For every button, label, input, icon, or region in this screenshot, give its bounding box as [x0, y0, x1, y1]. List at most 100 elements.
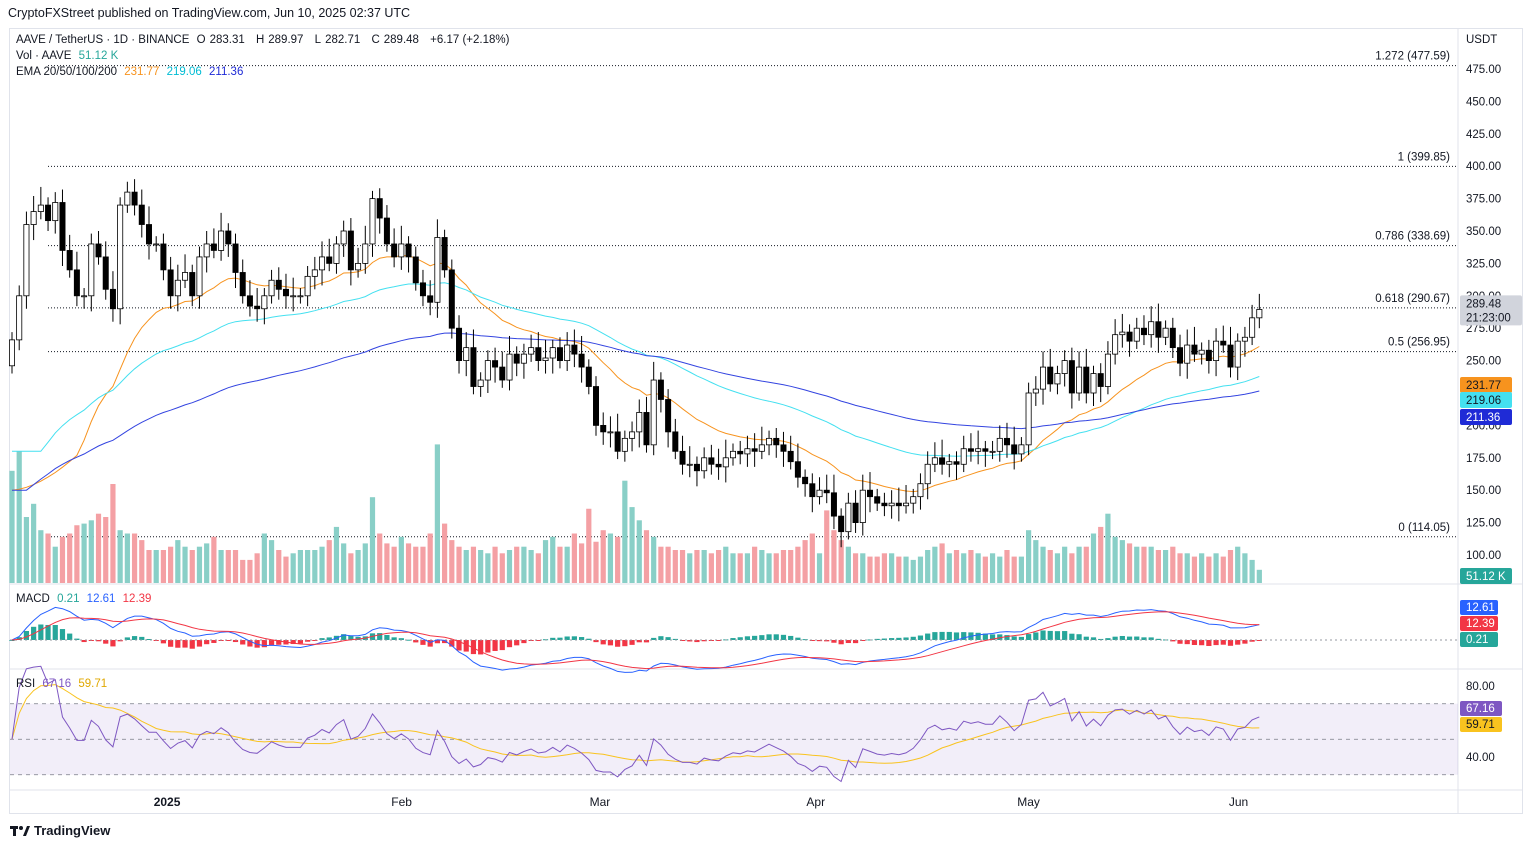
volume-bar [420, 546, 426, 583]
candle-body [946, 461, 953, 465]
volume-bar [867, 556, 873, 583]
candle-body [383, 217, 390, 245]
candle-body [931, 457, 938, 465]
volume-bar [874, 556, 880, 583]
candle-body [405, 243, 412, 258]
candle-body [1205, 349, 1212, 361]
candle-body [708, 457, 715, 465]
volume-bar [636, 520, 642, 583]
volume-bar [1242, 553, 1248, 583]
tradingview-brand[interactable]: TradingView [10, 823, 110, 838]
candle-body [282, 288, 289, 297]
volume-label[interactable]: Vol · AAVE [16, 50, 72, 62]
candle-body [679, 450, 686, 465]
candle-body [528, 347, 535, 355]
macd-histogram-bar [131, 636, 138, 640]
macd-signal-line [11, 611, 1260, 670]
candle-body [1220, 340, 1227, 346]
volume-bar [74, 525, 80, 583]
volume-bar [1098, 526, 1104, 583]
macd-hist-value: 0.21 [57, 593, 80, 605]
volume-bar [564, 546, 570, 583]
macd-badge [1460, 616, 1498, 631]
volume-bar [600, 530, 606, 583]
fib-level-label: 1.272 (477.59) [1375, 51, 1450, 63]
macd-histogram-bar [139, 636, 145, 640]
volume-bar [780, 550, 787, 583]
candle-body [1198, 349, 1205, 355]
candle-body [1011, 444, 1018, 455]
candle-body [268, 279, 275, 297]
macd-histogram-bar [463, 640, 469, 652]
volume-bar [730, 553, 736, 583]
macd-histogram-bar [1018, 636, 1024, 640]
macd-histogram-bar [413, 640, 419, 643]
price-tick-label: 100.00 [1466, 550, 1501, 562]
macd-histogram-bar [651, 637, 657, 640]
candle-body [37, 204, 44, 212]
volume-bar [1069, 553, 1075, 583]
volume-bar [506, 550, 513, 583]
volume-bar [932, 546, 938, 583]
macd-histogram-bar [1148, 637, 1154, 640]
candle-body [326, 256, 333, 264]
candle-body [23, 224, 30, 297]
macd-histogram-bar [550, 637, 556, 640]
macd-label[interactable]: MACD [16, 593, 50, 605]
candle-body [8, 339, 15, 367]
volume-bar [1026, 530, 1032, 583]
macd-histogram-bar [427, 640, 433, 647]
volume-bar [838, 540, 844, 583]
volume-bar [485, 553, 491, 583]
candle-body [477, 379, 484, 387]
macd-histogram-bar [391, 637, 397, 640]
macd-histogram-bar [1220, 640, 1226, 645]
volume-bar [478, 550, 484, 583]
macd-histogram-bar [1256, 640, 1262, 641]
candle-body [895, 502, 902, 507]
volume-bar [405, 543, 412, 583]
volume-bar [925, 550, 931, 583]
macd-histogram-bar [182, 640, 188, 648]
symbol-label[interactable]: AAVE / TetherUS · 1D · BINANCE [16, 34, 190, 46]
volume-bar [146, 550, 152, 583]
macd-histogram-bar [67, 633, 73, 640]
candle-body [160, 243, 167, 271]
candle-body [600, 424, 607, 433]
macd-histogram-bar [326, 637, 332, 640]
volume-bar [773, 553, 779, 583]
ema50-line [12, 282, 1260, 457]
macd-histogram-bar [860, 640, 866, 641]
macd-histogram-bar [737, 637, 743, 640]
volume-bar [463, 550, 469, 583]
macd-histogram-bar [824, 640, 830, 642]
volume-bar [744, 553, 751, 583]
rsi-value: 67.16 [42, 678, 72, 690]
volume-bar [759, 550, 765, 583]
x-axis-label: Mar [590, 795, 611, 809]
price-badge-value: 231.77 [1466, 380, 1501, 392]
volume-bar [1256, 569, 1262, 583]
currency-label[interactable]: USDT [1466, 34, 1498, 46]
volume-bar [1235, 546, 1241, 583]
macd-histogram-bar [319, 638, 325, 640]
macd-histogram-bar [1069, 633, 1075, 640]
rsi-label[interactable]: RSI [16, 678, 36, 690]
candle-body [304, 275, 311, 297]
macd-histogram-bar [1177, 640, 1183, 644]
candle-body [412, 256, 419, 284]
macd-badge-value: 12.39 [1466, 618, 1495, 630]
rsi-badge-value: 59.71 [1466, 719, 1495, 731]
macd-histogram-bar [456, 640, 462, 651]
volume-bar [240, 559, 246, 583]
volume-bar [1206, 556, 1212, 583]
candle-body [953, 461, 960, 465]
volume-bar [232, 550, 239, 583]
ema-label[interactable]: EMA 20/50/100/200 [16, 66, 118, 78]
low-label: L [314, 34, 322, 46]
macd-histogram-bar [889, 638, 895, 640]
candle-body [794, 461, 801, 478]
macd-histogram-bar [16, 637, 22, 640]
volume-bar [283, 556, 289, 583]
